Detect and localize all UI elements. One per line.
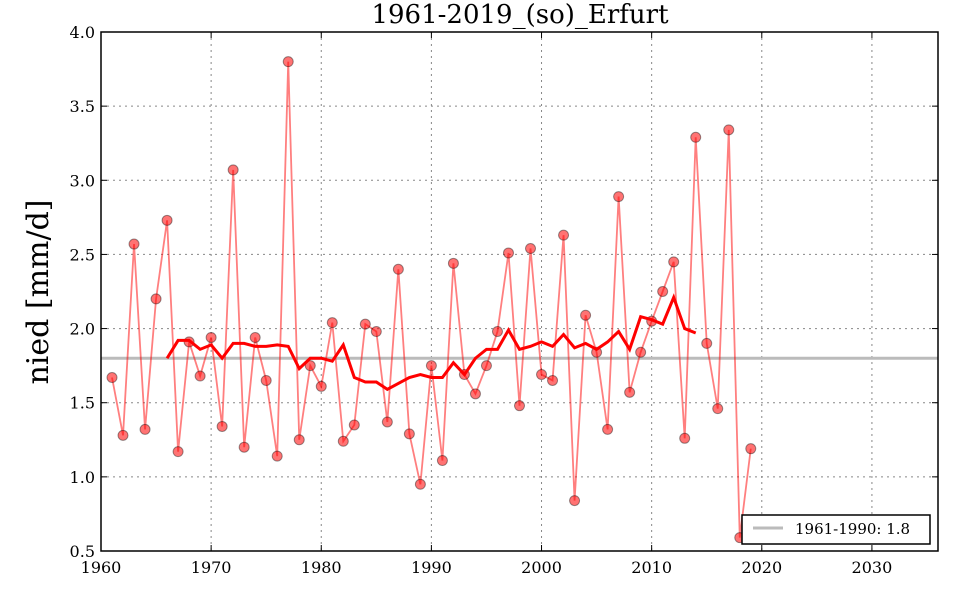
data-point [337, 435, 349, 447]
data-point [436, 455, 448, 467]
data-point [205, 331, 217, 343]
data-point [480, 360, 492, 372]
data-point [227, 164, 239, 176]
data-point [117, 429, 129, 441]
x-tick-label: 1980 [301, 558, 342, 577]
data-point [249, 331, 261, 343]
grid [100, 31, 938, 552]
y-tick-label: 3.0 [70, 171, 95, 190]
data-point [304, 360, 316, 372]
data-point [679, 432, 691, 444]
y-tick-label: 1.5 [70, 394, 95, 413]
data-point [161, 214, 173, 226]
data-point [150, 293, 162, 305]
data-point [238, 441, 250, 453]
data-point [447, 257, 459, 269]
plot-frame [100, 31, 939, 552]
x-tick-label: 1960 [81, 558, 122, 577]
data-point [282, 56, 294, 68]
moving-average-line [165, 293, 697, 392]
data-point [194, 370, 206, 382]
axis-ticks: 1960 1970 1980 1990 2000 2010 2020 2030 0.5 1.0 1.… [70, 23, 938, 577]
data-point [591, 346, 603, 358]
data-point [723, 124, 735, 136]
data-point [745, 443, 757, 455]
data-point [260, 374, 272, 386]
data-point [106, 372, 118, 384]
data-point [635, 346, 647, 358]
data-point [701, 337, 713, 349]
y-tick-label: 0.5 [70, 542, 95, 561]
y-tick-label: 2.0 [70, 320, 95, 339]
data-point [712, 403, 724, 415]
y-axis-label: nied [mm/d] [21, 199, 56, 384]
data-point [392, 263, 404, 275]
y-tick-label: 2.5 [70, 245, 95, 264]
data-point [491, 326, 503, 338]
x-tick-label: 2030 [852, 558, 893, 577]
annual-line [111, 61, 752, 538]
data-point [359, 318, 371, 330]
data-point [624, 386, 636, 398]
data-point [580, 309, 592, 321]
data-point [558, 229, 570, 241]
chart-title: 1961-2019_(so)_Erfurt [371, 0, 669, 30]
data-point [348, 419, 360, 431]
annual-series [106, 56, 757, 544]
data-point [370, 326, 382, 338]
data-point [469, 388, 481, 400]
data-point [216, 420, 228, 432]
data-point [414, 478, 426, 490]
legend: 1961-1990: 1.8 [741, 514, 931, 545]
x-tick-label: 1990 [411, 558, 452, 577]
data-point [514, 400, 525, 412]
y-tick-label: 3.5 [70, 97, 95, 116]
data-point [271, 450, 283, 462]
x-tick-label: 1970 [191, 558, 232, 577]
data-point [425, 360, 437, 372]
data-point [293, 434, 305, 446]
data-point [381, 416, 393, 428]
legend-baseline-label: 1961-1990: 1.8 [795, 520, 910, 538]
data-point [128, 238, 140, 250]
data-point [139, 423, 151, 435]
data-point [536, 369, 548, 381]
data-point [547, 374, 559, 386]
y-tick-label: 1.0 [70, 468, 95, 487]
data-point [502, 247, 514, 259]
moving-average-series [165, 293, 697, 392]
data-point [315, 380, 327, 392]
data-point [668, 256, 680, 268]
x-tick-label: 2020 [741, 558, 782, 577]
data-point [172, 446, 184, 458]
data-point [569, 495, 581, 507]
data-point [525, 242, 537, 254]
data-point [690, 131, 702, 143]
data-point [326, 317, 338, 329]
data-point [657, 286, 669, 297]
x-tick-label: 2000 [521, 558, 562, 577]
x-tick-label: 2010 [631, 558, 672, 577]
y-tick-label: 4.0 [70, 23, 95, 42]
data-point [403, 428, 415, 440]
data-point [602, 423, 614, 435]
data-point [613, 191, 625, 203]
